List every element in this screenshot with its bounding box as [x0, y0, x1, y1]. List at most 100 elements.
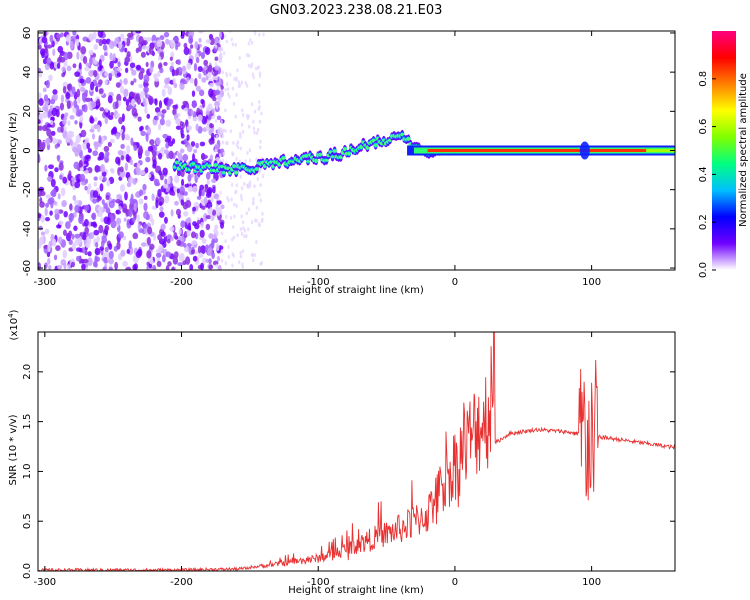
noise-blob [96, 98, 101, 107]
noise-blob [92, 150, 98, 157]
noise-blob [171, 266, 175, 270]
noise-blob [157, 48, 163, 53]
ridge-segment [305, 160, 310, 163]
noise-blob-faint [232, 101, 236, 106]
noise-blob [103, 250, 110, 257]
noise-blob [52, 89, 58, 95]
noise-blob [187, 222, 192, 231]
ridge-segment [234, 170, 239, 175]
noise-blob-faint [260, 219, 264, 224]
noise-blob [157, 152, 163, 160]
noise-blob [185, 256, 191, 265]
noise-blob [190, 141, 196, 147]
noise-blob [115, 209, 120, 215]
noise-blob [126, 51, 131, 58]
noise-blob [149, 243, 155, 250]
noise-blob [160, 147, 166, 152]
noise-blob [198, 188, 202, 197]
noise-blob [152, 264, 157, 270]
noise-blob-faint [243, 181, 246, 186]
noise-blob [131, 217, 136, 223]
x-tick-label: 100 [582, 277, 601, 288]
noise-blob [44, 207, 48, 217]
noise-blob [46, 44, 53, 49]
noise-blob [134, 95, 139, 103]
noise-blob [214, 100, 220, 108]
noise-blob [156, 256, 161, 263]
noise-blob [183, 210, 189, 217]
noise-blob-faint [247, 124, 251, 129]
noise-blob [63, 210, 68, 218]
noise-blob [146, 250, 152, 259]
noise-blob [156, 39, 163, 48]
noise-blob [175, 125, 182, 130]
noise-blob [172, 36, 179, 42]
noise-blob-faint [243, 228, 247, 233]
noise-blob-faint [215, 105, 219, 110]
noise-blob [94, 142, 99, 151]
noise-blob [108, 242, 113, 250]
noise-blob [98, 209, 103, 218]
noise-blob [61, 72, 65, 78]
noise-blob [128, 176, 134, 184]
noise-blob [75, 111, 82, 117]
noise-blob [147, 95, 154, 103]
noise-blob [191, 90, 196, 98]
noise-blob [211, 209, 217, 216]
noise-blob-faint [243, 234, 246, 239]
noise-blob-faint [218, 153, 222, 158]
noise-blob-faint [256, 176, 259, 181]
noise-blob [52, 137, 57, 144]
noise-blob-faint [235, 156, 238, 161]
noise-blob [122, 96, 127, 102]
noise-blob-faint [258, 32, 261, 37]
noise-blob [123, 217, 127, 222]
noise-blob [130, 193, 134, 203]
noise-blob [72, 63, 77, 69]
noise-blob [104, 224, 110, 232]
noise-blob-faint [249, 38, 252, 43]
ridge-segment [172, 165, 177, 169]
noise-blob [84, 137, 90, 144]
colorbar-ticks: 0.0 0.2 0.4 0.6 0.8 [698, 71, 716, 278]
noise-blob [133, 144, 138, 152]
noise-blob [51, 188, 57, 198]
noise-blob [124, 162, 129, 172]
noise-blob [169, 56, 173, 61]
noise-blob-faint [227, 244, 230, 249]
ridge-segment [400, 132, 405, 137]
noise-blob-faint [219, 190, 222, 195]
noise-blob [108, 258, 114, 265]
y-tick-label: 40 [22, 66, 33, 79]
noise-blob [186, 144, 193, 153]
snr-series-line [38, 332, 675, 571]
noise-blob [93, 124, 98, 130]
noise-blob [128, 209, 133, 218]
noise-blob [145, 156, 151, 163]
noise-blob-faint [258, 104, 261, 109]
noise-blob [144, 167, 149, 174]
ridge-segment [373, 143, 378, 147]
noise-blob [125, 99, 130, 107]
noise-blob-faint [233, 76, 236, 81]
noise-blob-faint [232, 235, 236, 240]
noise-blob [154, 77, 160, 82]
noise-blob [151, 150, 157, 157]
snr-frame [37, 331, 676, 572]
colorbar-tick-label: 0.0 [698, 262, 709, 278]
noise-blob-faint [246, 183, 249, 188]
noise-blob [65, 34, 72, 43]
noise-blob-faint [218, 158, 221, 163]
noise-blob [200, 262, 205, 270]
y-tick-label: 1.0 [22, 463, 33, 479]
noise-blob [189, 186, 193, 192]
y-tick-label: -60 [22, 260, 33, 276]
noise-blob [127, 105, 134, 110]
noise-blob [106, 216, 111, 226]
noise-blob [181, 121, 185, 129]
noise-blob [57, 139, 62, 145]
noise-blob [91, 133, 96, 140]
noise-blob [214, 224, 219, 230]
snr-x-ticks: -300 -200 -100 0 100 [33, 332, 601, 588]
noise-blob [177, 59, 181, 66]
